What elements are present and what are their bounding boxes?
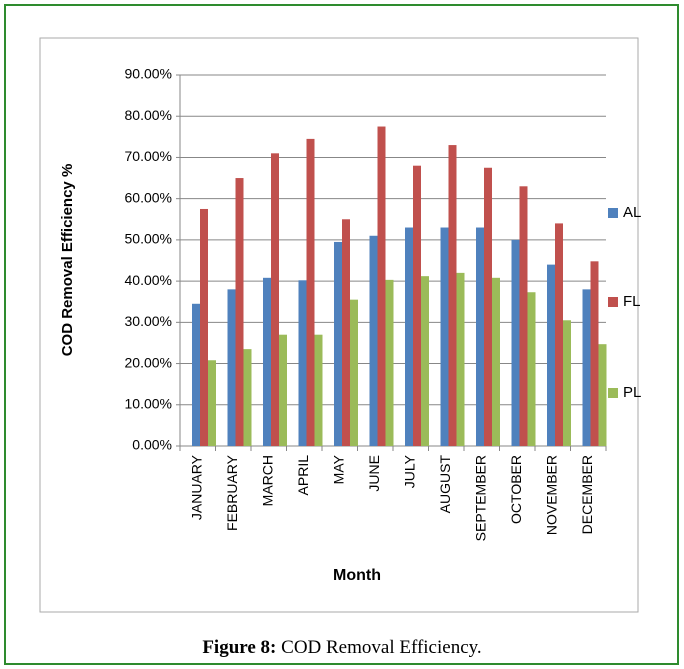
- bar: [208, 360, 216, 446]
- caption-label: Figure 8:: [202, 637, 276, 658]
- bar: [547, 264, 555, 446]
- y-axis-title: COD Removal Efficiency %: [59, 164, 76, 357]
- legend-swatch: [608, 297, 618, 307]
- bar: [271, 153, 279, 447]
- x-tick-label: MARCH: [259, 455, 275, 506]
- legend-swatch: [608, 388, 618, 398]
- bar: [519, 186, 528, 447]
- y-tick-label: 20.00%: [125, 354, 172, 370]
- bar: [456, 272, 465, 446]
- bar: [235, 178, 244, 447]
- caption: Figure 8: COD Removal Efficiency.: [202, 637, 481, 658]
- bar: [200, 208, 208, 446]
- bar: [314, 334, 323, 446]
- bar: [563, 320, 571, 446]
- y-tick-label: 50.00%: [125, 231, 172, 247]
- bar: [476, 227, 484, 446]
- y-tick-label: 70.00%: [125, 148, 172, 164]
- x-tick-label: MAY: [330, 454, 346, 484]
- bar: [227, 289, 236, 446]
- bar: [385, 279, 394, 446]
- y-tick-label: 0.00%: [132, 437, 172, 453]
- x-tick-label: AUGUST: [437, 455, 453, 514]
- caption-text: COD Removal Efficiency.: [281, 637, 482, 658]
- bar: [369, 235, 378, 446]
- x-tick-label: JANUARY: [188, 454, 204, 520]
- bar: [279, 334, 287, 446]
- y-tick-label: 30.00%: [125, 313, 172, 329]
- bar: [405, 227, 413, 446]
- bar: [448, 145, 457, 447]
- x-tick-label: SEPTEMBER: [472, 455, 488, 541]
- x-tick-label: APRIL: [295, 455, 311, 496]
- bar: [298, 280, 307, 446]
- y-tick-label: 10.00%: [125, 395, 172, 411]
- x-tick-label: OCTOBER: [508, 455, 524, 524]
- bar: [492, 277, 500, 446]
- bar: [192, 303, 200, 446]
- bar: [484, 167, 492, 446]
- y-tick-label: 80.00%: [125, 107, 172, 123]
- x-tick-label: FEBRUARY: [224, 454, 240, 531]
- legend-label: PL: [623, 384, 641, 401]
- bar: [342, 219, 350, 446]
- legend-swatch: [608, 208, 618, 218]
- x-axis-title: Month: [333, 567, 381, 584]
- bar: [511, 239, 520, 446]
- bar: [555, 223, 563, 446]
- x-tick-label: DECEMBER: [579, 455, 595, 534]
- bar: [243, 349, 252, 446]
- y-tick-label: 60.00%: [125, 189, 172, 205]
- bar: [306, 138, 315, 446]
- bar: [440, 227, 449, 446]
- y-tick-label: 40.00%: [125, 272, 172, 288]
- x-tick-label: NOVEMBER: [543, 455, 559, 535]
- bar: [263, 277, 271, 446]
- legend-label: FL: [623, 293, 641, 310]
- bar: [590, 261, 599, 446]
- bar: [334, 241, 342, 446]
- bar: [598, 344, 607, 446]
- bar: [527, 292, 536, 446]
- bar: [350, 299, 358, 446]
- y-tick-label: 90.00%: [125, 66, 172, 82]
- x-tick-label: JUNE: [366, 455, 382, 492]
- legend-label: AL: [623, 204, 641, 221]
- bar: [582, 289, 591, 446]
- bar: [377, 126, 386, 447]
- bar: [413, 165, 421, 446]
- bar: [421, 276, 429, 446]
- x-tick-label: JULY: [401, 454, 417, 488]
